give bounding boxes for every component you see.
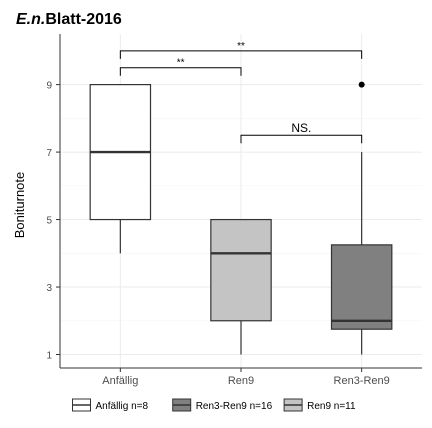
y-axis: 1 3 5 7 9 [46, 34, 61, 368]
y-tick-label: 1 [46, 351, 52, 362]
y-tick-label: 3 [46, 283, 52, 294]
chart-title-italic: E.n. [16, 11, 45, 28]
bracket-line [240, 134, 363, 144]
y-tick-label: 7 [46, 148, 52, 159]
box-2 [330, 81, 393, 355]
significance-bracket: ** [119, 41, 363, 59]
box-1 [210, 218, 272, 355]
significance-bracket: NS. [240, 121, 363, 144]
legend-item: Ren3-Ren9 n=16 [172, 398, 273, 412]
y-tick-label: 5 [46, 216, 52, 227]
significance-brackets: ** ** NS. [119, 41, 363, 144]
chart-title: E.n.Blatt-2016 [16, 11, 122, 28]
bracket-line [119, 67, 242, 76]
significance-label: ** [177, 58, 185, 69]
significance-label: ** [237, 41, 245, 52]
significance-bracket: ** [119, 58, 242, 76]
legend-label: Ren9 n=11 [307, 401, 356, 412]
y-tick-label: 9 [46, 81, 52, 92]
x-tick-label: Ren9 [228, 375, 254, 387]
legend-label: Anfällig n=8 [96, 401, 149, 412]
bracket-line [119, 50, 363, 59]
legend-item: Ren9 n=11 [283, 398, 356, 412]
significance-label: NS. [291, 121, 311, 135]
x-tick-label: Ren3-Ren9 [334, 375, 390, 387]
x-tick-label: Anfällig [102, 375, 138, 387]
legend-label: Ren3-Ren9 n=16 [196, 401, 273, 412]
y-axis-label: Boniturnote [12, 172, 27, 239]
legend: Anfällig n=8 Ren3-Ren9 n=16 Ren9 n=11 [72, 398, 356, 412]
x-axis: Anfällig Ren9 Ren3-Ren9 [60, 367, 422, 387]
box-body [210, 218, 272, 322]
legend-item: Anfällig n=8 [72, 398, 149, 412]
chart-title-rest: Blatt-2016 [45, 11, 122, 28]
box-0 [89, 84, 152, 254]
outlier-point [358, 81, 365, 88]
boxes [89, 81, 393, 355]
box-body [330, 244, 393, 330]
